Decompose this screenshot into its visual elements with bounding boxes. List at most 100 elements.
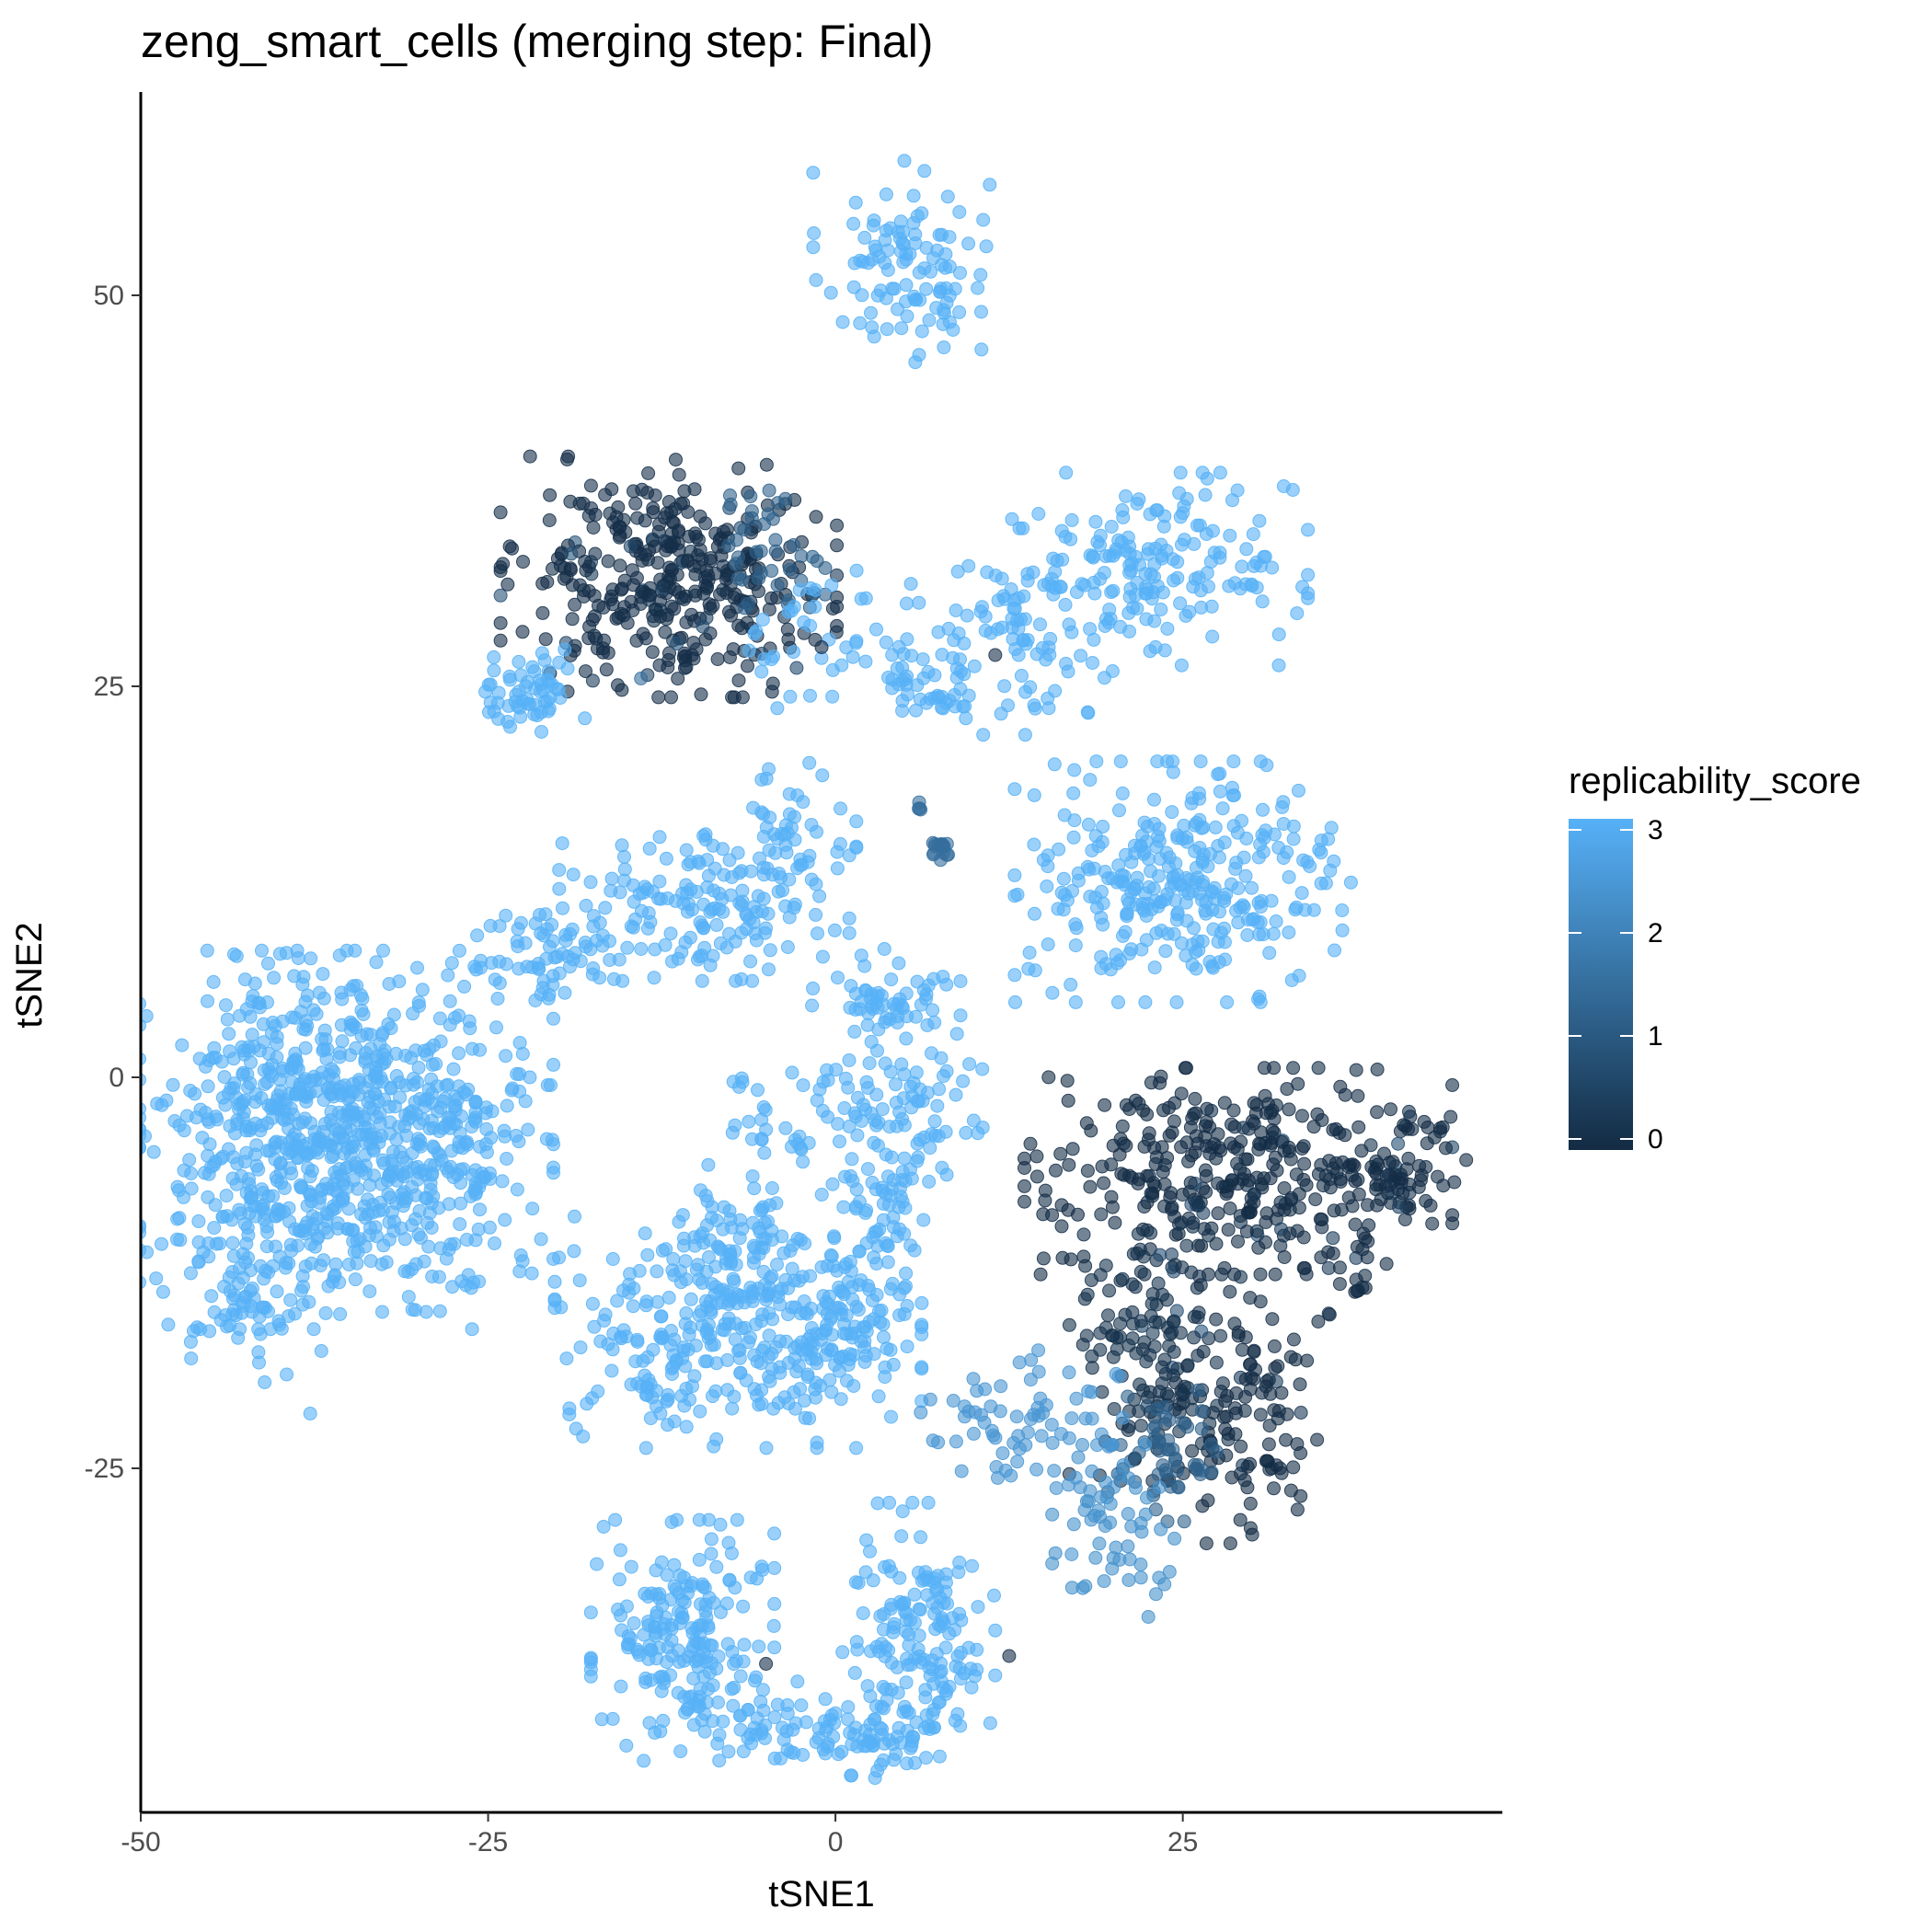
cell-point <box>499 957 513 972</box>
cell-point <box>554 1300 569 1315</box>
cell-point <box>236 1271 250 1285</box>
cell-point <box>335 1034 350 1049</box>
cell-point <box>379 1255 394 1270</box>
cell-point <box>742 643 756 658</box>
cell-point <box>895 704 910 719</box>
cell-point <box>379 1052 394 1066</box>
cell-point <box>953 1008 968 1023</box>
cell-point <box>1223 1284 1237 1299</box>
cell-point <box>177 1123 191 1138</box>
cell-point <box>791 1136 805 1151</box>
cell-point <box>1122 539 1137 554</box>
cell-point <box>752 1247 766 1261</box>
cell-point <box>200 943 214 958</box>
cell-point <box>712 1728 727 1742</box>
cell-point <box>581 631 596 646</box>
cell-point <box>885 1737 900 1752</box>
cell-point <box>903 1079 918 1094</box>
cell-point <box>1363 1138 1378 1153</box>
cell-point <box>1257 1171 1271 1186</box>
cell-point <box>448 1103 463 1118</box>
cell-point <box>667 1332 682 1347</box>
cell-point <box>1163 1328 1178 1342</box>
cell-point <box>988 648 1003 662</box>
cell-point <box>921 664 936 679</box>
cell-point <box>1219 1187 1234 1202</box>
cell-point <box>918 1690 933 1705</box>
cell-point <box>345 1017 359 1031</box>
cell-point <box>931 1696 946 1710</box>
cell-point <box>1177 533 1191 547</box>
cell-point <box>1007 592 1022 607</box>
cell-point <box>650 556 665 570</box>
cell-point <box>277 1113 292 1127</box>
cell-point <box>316 991 331 1006</box>
cell-point <box>1235 1342 1249 1357</box>
cell-point <box>620 940 635 955</box>
cell-point <box>923 1392 937 1407</box>
cell-point <box>862 1282 877 1297</box>
cell-point <box>725 1401 740 1416</box>
cell-point <box>1251 992 1266 1006</box>
cell-point <box>597 1314 611 1328</box>
cell-point <box>802 1411 817 1426</box>
cell-point <box>1213 1328 1228 1343</box>
cell-point <box>758 1718 773 1732</box>
cell-point <box>860 1081 875 1095</box>
cell-point <box>661 495 676 509</box>
cell-point <box>879 1236 893 1250</box>
cell-point <box>807 226 822 240</box>
cell-point <box>1254 900 1268 914</box>
cell-point <box>1020 573 1035 588</box>
cell-point <box>1190 1383 1205 1397</box>
cell-point <box>1122 947 1136 960</box>
cell-point <box>1083 890 1098 903</box>
cell-point <box>716 524 730 539</box>
cell-point <box>653 1309 668 1324</box>
cell-point <box>452 1046 466 1061</box>
cell-point <box>1067 813 1082 828</box>
cell-point <box>890 1660 904 1674</box>
cell-point <box>504 1083 519 1098</box>
cell-point <box>914 802 928 817</box>
cell-point <box>1174 658 1189 673</box>
cell-point <box>790 788 805 802</box>
cell-point <box>1046 551 1061 566</box>
cell-point <box>273 1156 288 1171</box>
cell-point <box>900 1756 914 1771</box>
cell-point <box>733 1365 748 1380</box>
cell-point <box>1157 643 1172 658</box>
cell-point <box>1020 1425 1035 1440</box>
cell-point <box>1047 757 1062 772</box>
cell-point <box>561 449 576 464</box>
cell-point <box>897 154 912 168</box>
cell-point <box>642 841 657 856</box>
cell-point <box>800 1306 814 1321</box>
cell-point <box>1267 827 1282 842</box>
cell-point <box>839 1327 854 1341</box>
cell-point <box>1263 1106 1278 1121</box>
cell-point <box>592 598 605 613</box>
cell-point <box>665 514 680 529</box>
cell-point <box>544 1078 558 1092</box>
cell-point <box>948 1713 962 1728</box>
cell-point <box>1160 621 1175 636</box>
cell-point <box>1297 1156 1312 1171</box>
cell-point <box>679 1305 694 1320</box>
cell-point <box>919 240 934 255</box>
cell-point <box>412 1203 427 1218</box>
cell-point <box>1162 1413 1177 1428</box>
cell-point <box>682 1328 696 1342</box>
cell-point <box>1083 773 1098 788</box>
cell-point <box>405 1262 420 1276</box>
cell-point <box>523 449 537 464</box>
cell-point <box>869 622 883 637</box>
cell-point <box>1093 1326 1108 1340</box>
legend-colorbar <box>1569 819 1633 1150</box>
cell-point <box>824 578 839 592</box>
cell-point <box>913 1603 927 1617</box>
cell-point <box>552 863 567 878</box>
cell-point <box>1186 1219 1200 1234</box>
cell-point <box>858 654 873 669</box>
